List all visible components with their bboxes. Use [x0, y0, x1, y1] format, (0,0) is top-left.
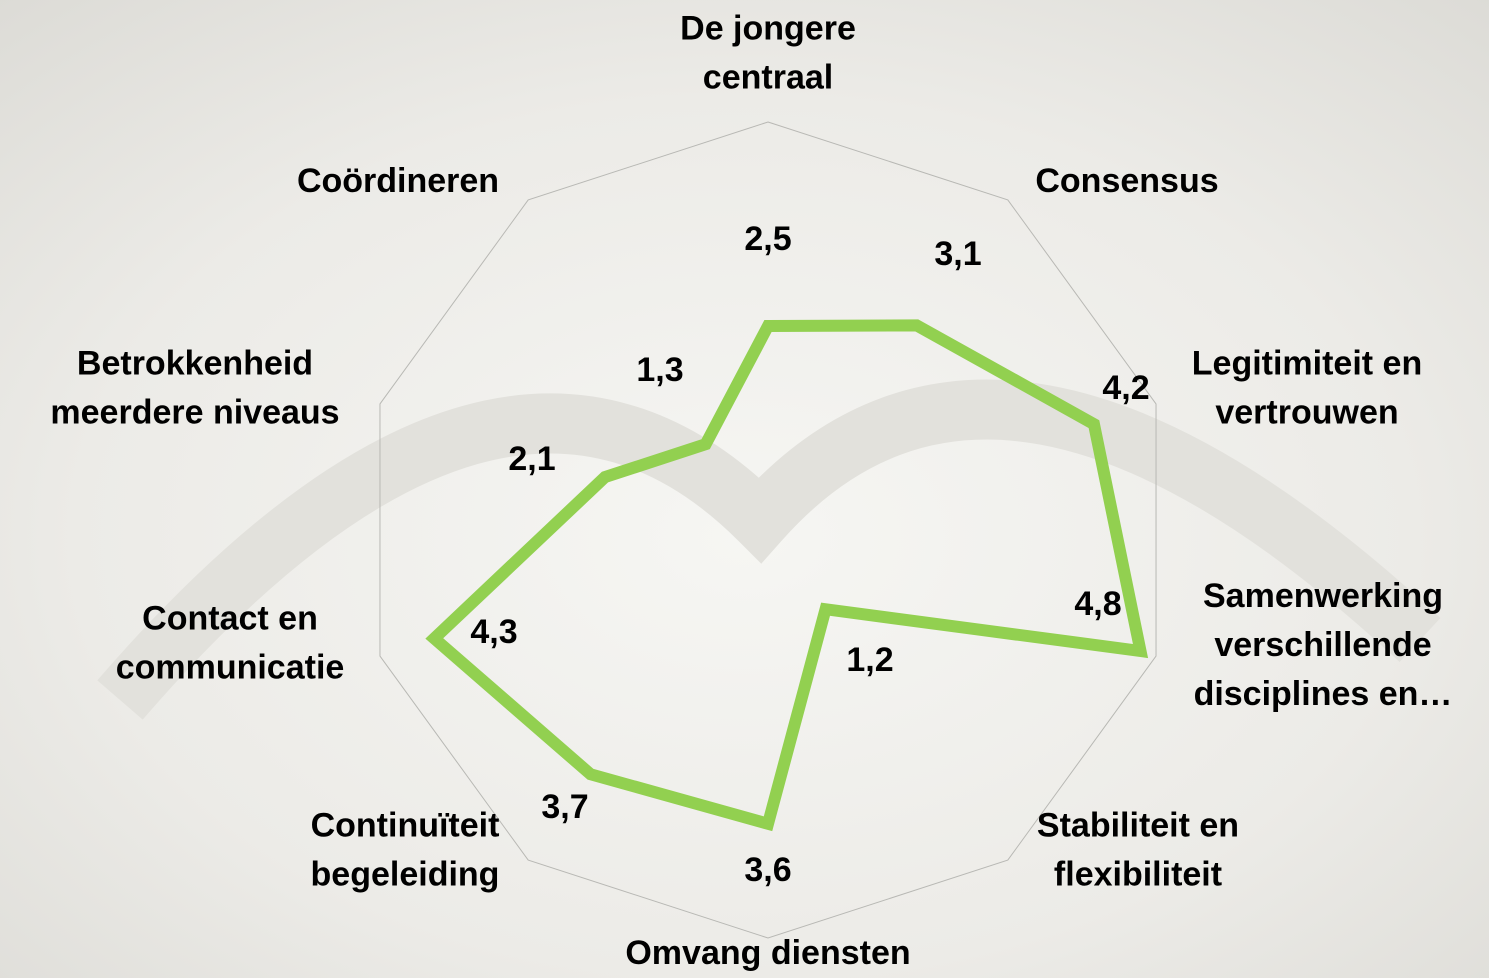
- value-label: 1,3: [636, 351, 683, 389]
- chart: De jongerecentraalConsensusLegitimiteit …: [0, 0, 1489, 978]
- value-label: 1,2: [846, 641, 893, 679]
- value-label: 2,1: [508, 440, 555, 478]
- value-label: 3,1: [934, 235, 981, 273]
- value-label: 2,5: [744, 220, 791, 258]
- category-label: Consensus: [1035, 162, 1218, 200]
- value-label: 4,3: [470, 613, 517, 651]
- value-label: 3,6: [744, 851, 791, 889]
- value-label: 4,8: [1074, 585, 1121, 623]
- value-label: 4,2: [1102, 369, 1149, 407]
- value-label: 3,7: [541, 788, 588, 826]
- category-label: Omvang diensten: [625, 934, 910, 972]
- category-label: Coördineren: [297, 162, 499, 200]
